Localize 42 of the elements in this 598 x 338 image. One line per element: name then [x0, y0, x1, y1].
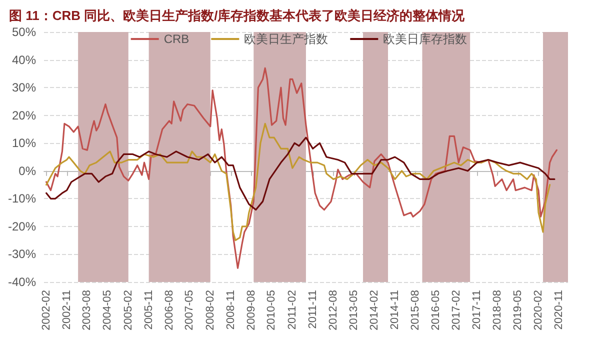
- line-series: [46, 136, 556, 211]
- legend-label: CRB: [164, 32, 190, 46]
- y-tick-label: 30%: [12, 80, 36, 95]
- x-tick-label: 2008-02: [204, 290, 216, 330]
- line-series: [46, 67, 558, 269]
- x-tick-label: 2020-02: [532, 290, 544, 330]
- y-tick-label: 50%: [12, 25, 36, 39]
- x-tick-label: 2005-02: [122, 290, 134, 330]
- x-tick-label: 2014-02: [368, 290, 380, 330]
- legend-label: 欧美日生产指数: [244, 32, 328, 46]
- y-tick-label: -30%: [8, 247, 36, 262]
- y-tick-label: 10%: [12, 136, 36, 150]
- x-tick-label: 2009-08: [245, 290, 258, 330]
- x-tick-label: 2011-02: [286, 290, 298, 330]
- y-tick-label: 0%: [18, 164, 36, 178]
- line-series: [46, 122, 551, 242]
- x-tick-label: 2019-05: [512, 290, 524, 330]
- y-tick-label: -40%: [8, 275, 36, 289]
- x-tick-label: 2012-08: [327, 290, 340, 330]
- x-tick-label: 2011-11: [306, 290, 319, 329]
- x-tick-label: 2005-11: [142, 290, 155, 330]
- x-tick-label: 2018-08: [491, 290, 504, 330]
- x-tick-label: 2017-02: [450, 290, 463, 330]
- x-tick-label: 2017-11: [470, 290, 483, 330]
- x-tick-label: 2002-11: [60, 290, 73, 330]
- chart-title: 图 11：CRB 同比、欧美日生产指数/库存指数基本代表了欧美日经济的整体情况: [9, 8, 466, 23]
- y-tick-label: -20%: [8, 219, 36, 234]
- x-tick-label: 2014-11: [388, 290, 401, 330]
- x-tick-label: 2002-02: [40, 290, 52, 330]
- x-tick-label: 2015-08: [409, 290, 422, 330]
- x-tick-label: 2003-08: [81, 290, 94, 330]
- x-tick-label: 2010-05: [266, 290, 278, 330]
- x-tick-label: 2020-11: [553, 290, 566, 330]
- x-tick-label: 2013-05: [348, 290, 360, 330]
- x-tick-label: 2016-05: [430, 290, 442, 330]
- y-tick-label: 20%: [12, 108, 36, 122]
- x-tick-label: 2004-05: [102, 290, 114, 330]
- x-tick-label: 2007-05: [184, 290, 196, 330]
- x-tick-label: 2008-11: [224, 290, 237, 330]
- y-tick-label: 40%: [12, 52, 36, 67]
- x-tick-label: 2006-08: [163, 290, 176, 330]
- y-tick-label: -10%: [8, 192, 36, 206]
